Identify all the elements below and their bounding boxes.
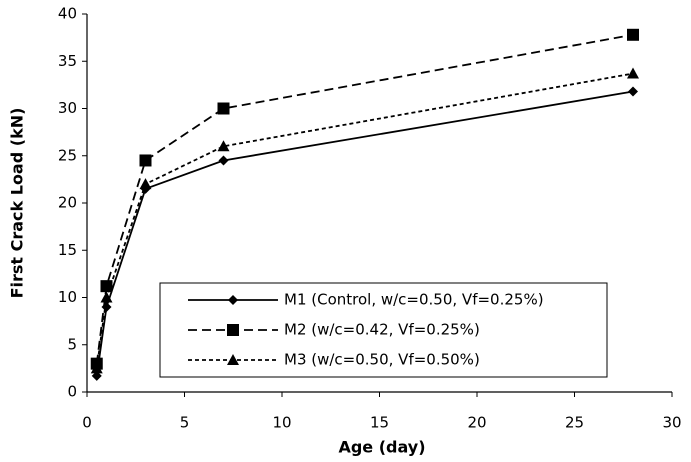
marker <box>217 140 230 152</box>
x-tick-label: 15 <box>370 414 389 432</box>
y-axis-label: First Crack Load (kN) <box>8 108 27 299</box>
marker <box>628 86 638 97</box>
marker <box>139 178 152 190</box>
y-tick-label: 20 <box>58 194 77 212</box>
series-line <box>95 33 634 364</box>
marker <box>139 154 152 167</box>
x-axis-label: Age (day) <box>338 438 425 457</box>
marker <box>217 102 230 115</box>
marker <box>90 362 103 374</box>
marker <box>627 67 639 79</box>
x-tick-label: 5 <box>180 414 190 432</box>
marker <box>227 354 239 365</box>
marker <box>228 295 238 305</box>
legend-label: M3 (w/c=0.50, Vf=0.50%) <box>284 351 480 369</box>
y-tick-label: 5 <box>67 335 77 353</box>
marker <box>227 324 239 336</box>
marker <box>218 155 229 166</box>
y-tick-label: 30 <box>58 99 77 117</box>
marker <box>100 280 113 293</box>
marker <box>91 370 102 381</box>
y-tick-label: 15 <box>58 241 77 259</box>
x-tick-label: 30 <box>662 414 681 432</box>
y-tick-label: 25 <box>58 146 77 164</box>
x-tick-label: 0 <box>82 414 92 432</box>
x-tick-label: 20 <box>467 414 486 432</box>
x-tick-label: 10 <box>272 414 291 432</box>
legend-label: M2 (w/c=0.42, Vf=0.25%) <box>284 321 480 339</box>
y-tick-label: 35 <box>58 52 77 70</box>
y-tick-label: 0 <box>67 383 77 401</box>
marker <box>627 28 639 41</box>
legend-label: M1 (Control, w/c=0.50, Vf=0.25%) <box>284 291 544 309</box>
x-tick-label: 25 <box>565 414 584 432</box>
y-tick-label: 10 <box>58 288 77 306</box>
y-tick-label: 40 <box>58 5 77 23</box>
marker <box>100 291 113 303</box>
